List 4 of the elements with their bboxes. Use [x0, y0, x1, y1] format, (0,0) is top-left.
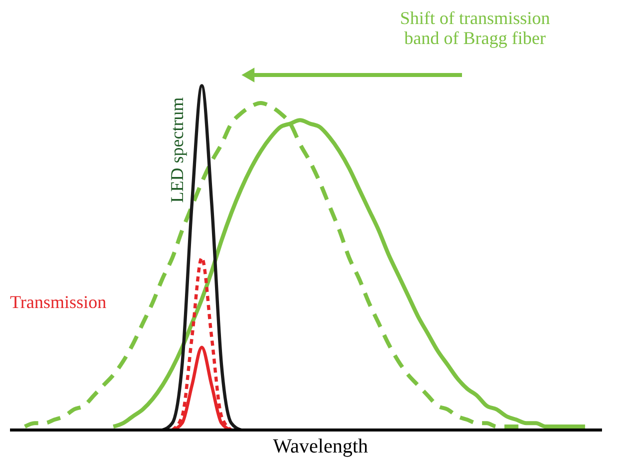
annotation: LED spectrum — [167, 97, 187, 203]
annotation: Transmission — [10, 292, 106, 312]
x-axis-title: Wavelength — [272, 436, 368, 458]
text: Shift of transmission band of Bragg fiber — [400, 8, 550, 48]
